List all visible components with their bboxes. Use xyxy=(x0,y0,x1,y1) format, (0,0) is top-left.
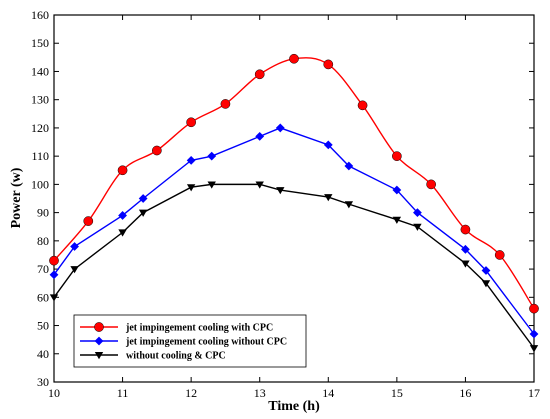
axis-ticks: 10 11 12 13 14 15 16 17 30 40 50 60 70 80 90 100 110 120 1… xyxy=(31,8,540,400)
x-tick-label: 14 xyxy=(322,386,334,400)
y-tick-label: 110 xyxy=(31,149,49,163)
y-tick-label: 90 xyxy=(37,206,49,220)
data-point xyxy=(529,303,539,314)
y-tick-label: 160 xyxy=(31,8,49,22)
y-tick-label: 50 xyxy=(37,319,49,333)
series-1 xyxy=(49,53,539,314)
data-point xyxy=(207,181,216,189)
data-point xyxy=(426,179,436,190)
data-point xyxy=(529,329,539,339)
y-tick-label: 60 xyxy=(37,290,49,304)
data-point xyxy=(255,181,264,189)
data-point xyxy=(220,99,231,109)
y-tick-label: 140 xyxy=(31,64,49,78)
data-point xyxy=(461,244,470,254)
data-point xyxy=(481,280,491,288)
data-point xyxy=(186,155,196,165)
data-point xyxy=(323,140,333,150)
data-point xyxy=(529,345,539,353)
data-point xyxy=(481,266,491,275)
y-tick-label: 120 xyxy=(31,121,49,135)
data-point xyxy=(357,100,368,111)
data-point xyxy=(276,187,285,195)
data-point xyxy=(392,216,402,224)
data-point xyxy=(275,123,285,133)
data-point xyxy=(344,201,354,209)
plot-frame xyxy=(53,14,535,383)
series-layer xyxy=(49,53,539,353)
data-point xyxy=(254,69,265,80)
x-tick-label: 17 xyxy=(528,386,540,400)
legend-item: without cooling & CPC xyxy=(80,351,226,362)
series-2 xyxy=(49,123,539,339)
data-point xyxy=(255,131,265,141)
y-tick-label: 70 xyxy=(37,262,49,276)
legend-item: jet impingement cooling with CPC xyxy=(80,322,273,334)
data-point xyxy=(392,185,402,195)
legend-swatch-marker xyxy=(94,336,104,346)
data-point xyxy=(460,224,471,235)
legend-swatch-marker xyxy=(94,322,104,332)
data-point xyxy=(494,250,505,260)
data-point xyxy=(117,165,128,176)
x-tick-label: 13 xyxy=(254,386,266,400)
data-point xyxy=(289,53,299,64)
legend-label: without cooling & CPC xyxy=(126,351,226,362)
legend: jet impingement cooling with CPC jet impi… xyxy=(73,314,307,368)
data-point xyxy=(70,242,79,251)
data-point xyxy=(118,211,127,220)
x-tick-label: 15 xyxy=(391,386,403,400)
data-point xyxy=(413,208,422,218)
data-point xyxy=(49,294,59,302)
x-tick-label: 12 xyxy=(185,386,197,400)
data-point xyxy=(83,216,94,226)
data-point xyxy=(207,151,217,161)
data-point xyxy=(413,223,422,231)
x-tick-label: 11 xyxy=(117,386,129,400)
legend-label: jet impingement cooling with CPC xyxy=(125,323,273,334)
data-point xyxy=(461,260,470,268)
y-tick-label: 80 xyxy=(37,234,49,248)
y-axis-title: Power (w) xyxy=(9,167,24,228)
data-point xyxy=(138,209,148,217)
data-point xyxy=(49,270,59,280)
data-point xyxy=(118,229,127,237)
x-tick-label: 16 xyxy=(459,386,471,400)
series-line xyxy=(53,57,535,309)
y-tick-label: 130 xyxy=(31,93,49,107)
legend-item: jet impingement cooling without CPC xyxy=(80,337,287,348)
data-point xyxy=(70,266,79,274)
series-3 xyxy=(49,181,539,353)
data-point xyxy=(138,194,148,203)
data-point xyxy=(324,194,333,202)
legend-swatch-marker xyxy=(94,352,104,360)
data-point xyxy=(186,117,196,128)
data-point xyxy=(392,151,402,162)
data-point xyxy=(323,59,334,70)
y-tick-label: 150 xyxy=(31,36,49,50)
y-tick-label: 40 xyxy=(37,347,49,361)
y-tick-label: 100 xyxy=(31,177,49,191)
data-point xyxy=(49,255,59,266)
y-tick-label: 30 xyxy=(37,375,49,389)
legend-label: jet impingement cooling without CPC xyxy=(125,337,287,348)
data-point xyxy=(152,145,162,156)
x-tick-label: 10 xyxy=(48,386,60,400)
x-axis-title: Time (h) xyxy=(268,399,320,414)
data-point xyxy=(186,184,196,192)
data-point xyxy=(344,161,354,171)
